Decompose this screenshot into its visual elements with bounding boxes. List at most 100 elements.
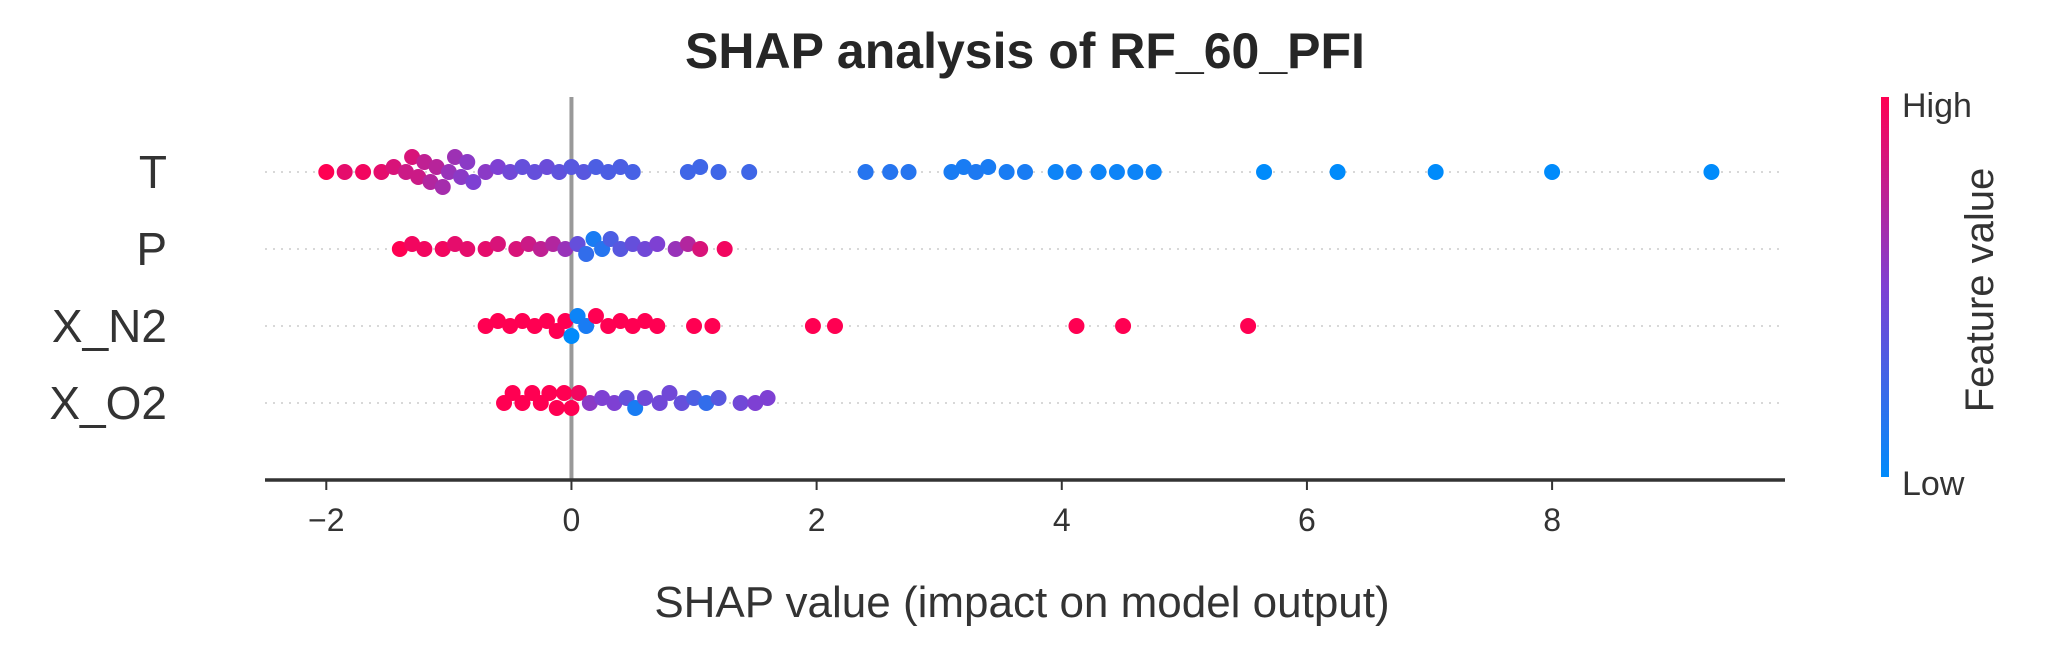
point-x-n2-8 (563, 328, 580, 344)
point-x-n2-10 (578, 318, 595, 334)
point-p-1 (404, 236, 421, 252)
point-t-10 (428, 159, 445, 175)
point-t-41 (998, 164, 1015, 180)
point-p-19 (624, 236, 641, 252)
point-t-23 (551, 164, 568, 180)
point-t-12 (440, 164, 457, 180)
point-t-36 (900, 164, 917, 180)
point-x-o2-12 (606, 395, 623, 411)
point-t-18 (489, 159, 506, 175)
point-t-20 (514, 159, 531, 175)
point-t-48 (1145, 164, 1162, 180)
point-t-45 (1090, 164, 1107, 180)
point-t-33 (741, 164, 758, 180)
point-x-o2-11 (594, 390, 611, 406)
point-p-11 (545, 236, 562, 252)
point-x-n2-12 (600, 318, 617, 334)
point-x-o2-2 (514, 395, 531, 411)
feature-label-p: P (136, 223, 167, 275)
point-t-21 (526, 164, 543, 180)
point-p-5 (459, 241, 476, 257)
point-p-9 (520, 236, 537, 252)
feature-label-t: T (139, 146, 167, 198)
point-t-5 (397, 164, 414, 180)
point-x-o2-17 (661, 385, 678, 401)
point-t-1 (336, 164, 353, 180)
feature-label-x-o2: X_O2 (49, 377, 167, 429)
point-p-14 (578, 246, 595, 262)
chart-title: SHAP analysis of RF_60_PFI (685, 23, 1365, 79)
point-p-24 (692, 241, 709, 257)
point-t-3 (373, 164, 390, 180)
point-t-29 (624, 164, 641, 180)
point-t-13 (447, 149, 463, 165)
point-x-o2-1 (504, 385, 521, 401)
point-t-25 (575, 164, 592, 180)
point-x-o2-8 (563, 400, 580, 416)
point-x-n2-16 (649, 318, 666, 334)
point-t-39 (967, 164, 984, 180)
point-t-15 (459, 154, 476, 170)
point-x-n2-19 (804, 318, 821, 334)
x-tick-label-3: 4 (1053, 502, 1071, 538)
point-t-26 (587, 159, 604, 175)
point-t-11 (434, 179, 451, 195)
point-p-2 (416, 241, 433, 257)
point-x-o2-5 (541, 385, 558, 401)
point-t-32 (710, 164, 727, 180)
point-x-o2-9 (570, 385, 587, 401)
point-t-42 (1017, 164, 1033, 180)
point-t-31 (692, 159, 709, 175)
x-tick-label-1: 0 (563, 502, 581, 538)
point-x-o2-16 (651, 395, 668, 411)
point-x-n2-2 (502, 318, 519, 334)
point-t-8 (416, 154, 433, 170)
point-p-0 (391, 241, 408, 257)
x-tick-label-0: −2 (308, 502, 344, 538)
point-t-34 (857, 164, 874, 180)
point-t-9 (422, 174, 439, 190)
point-x-n2-18 (704, 318, 721, 334)
point-x-n2-0 (477, 318, 494, 334)
point-x-n2-7 (557, 313, 574, 329)
point-p-23 (679, 236, 696, 252)
point-p-8 (508, 241, 525, 257)
point-x-n2-13 (612, 313, 629, 329)
point-t-6 (404, 149, 421, 165)
point-t-37 (943, 164, 960, 180)
point-x-n2-5 (538, 313, 555, 329)
point-t-52 (1544, 164, 1561, 180)
point-p-4 (447, 236, 463, 252)
point-t-4 (385, 159, 402, 175)
point-p-7 (489, 236, 506, 252)
point-p-6 (477, 241, 494, 257)
point-t-22 (538, 159, 555, 175)
point-t-0 (318, 164, 335, 180)
point-p-17 (602, 231, 619, 247)
point-x-n2-1 (489, 313, 506, 329)
point-t-46 (1108, 164, 1125, 180)
point-t-30 (679, 164, 696, 180)
point-x-o2-10 (581, 395, 598, 411)
point-x-n2-14 (624, 318, 641, 334)
point-p-21 (649, 236, 666, 252)
colorbar-high-label: High (1902, 87, 1972, 125)
data-points (318, 149, 1720, 416)
point-x-n2-3 (514, 313, 531, 329)
point-x-n2-23 (1240, 318, 1257, 334)
point-x-n2-22 (1115, 318, 1132, 334)
point-x-o2-24 (759, 390, 776, 406)
point-x-o2-20 (698, 395, 715, 411)
point-p-3 (434, 241, 451, 257)
point-p-22 (667, 241, 684, 257)
point-t-40 (980, 159, 997, 175)
point-t-7 (410, 169, 427, 185)
point-t-16 (465, 174, 482, 190)
point-t-14 (453, 169, 470, 185)
point-x-o2-22 (732, 395, 749, 411)
point-p-25 (716, 241, 733, 257)
point-p-12 (557, 241, 574, 257)
point-p-18 (612, 241, 629, 257)
point-x-o2-19 (686, 390, 703, 406)
